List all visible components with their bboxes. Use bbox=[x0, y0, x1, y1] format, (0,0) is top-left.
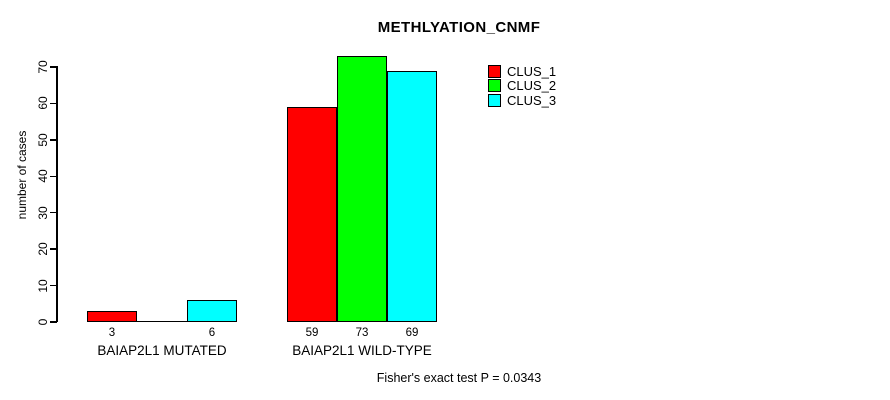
bar-clus_2 bbox=[337, 56, 387, 322]
y-tick-label: 50 bbox=[36, 133, 50, 147]
y-tick-label: 40 bbox=[36, 169, 50, 183]
y-tick-label: 20 bbox=[36, 242, 50, 256]
y-tick bbox=[50, 321, 57, 323]
legend-label: CLUS_1 bbox=[507, 63, 557, 79]
legend-label: CLUS_3 bbox=[507, 92, 557, 108]
y-tick bbox=[50, 102, 57, 105]
y-axis-line bbox=[56, 66, 58, 323]
y-tick bbox=[50, 248, 57, 250]
bar-value-label: 69 bbox=[405, 326, 419, 339]
legend-swatch bbox=[488, 64, 501, 78]
y-tick-label: 10 bbox=[36, 278, 50, 293]
bar-value-label: 73 bbox=[355, 326, 369, 339]
y-tick-label: 70 bbox=[36, 60, 50, 74]
y-tick-label: 30 bbox=[36, 206, 50, 220]
bar-value-label: 6 bbox=[208, 326, 216, 339]
y-tick-label: 60 bbox=[36, 96, 50, 111]
x-category-label: BAIAP2L1 WILD-TYPE bbox=[292, 343, 432, 358]
y-axis-label: number of cases bbox=[15, 130, 29, 220]
fisher-test-annotation: Fisher's exact test P = 0.0343 bbox=[376, 371, 542, 385]
legend-item: CLUS_2 bbox=[488, 78, 557, 94]
bar-clus_1 bbox=[87, 311, 137, 322]
y-tick bbox=[50, 139, 57, 141]
legend-label: CLUS_2 bbox=[507, 78, 557, 94]
legend-item: CLUS_3 bbox=[488, 92, 557, 108]
legend-swatch bbox=[488, 79, 501, 93]
bar-value-label: 3 bbox=[108, 326, 116, 339]
x-category-label: BAIAP2L1 MUTATED bbox=[97, 343, 227, 358]
legend-swatch bbox=[488, 93, 501, 107]
y-tick bbox=[50, 175, 57, 177]
y-tick bbox=[50, 284, 57, 287]
chart-title: METHLYATION_CNMF bbox=[377, 19, 541, 36]
bar-clus_3 bbox=[187, 300, 237, 322]
y-tick bbox=[50, 212, 57, 214]
bar-clus_3 bbox=[387, 70, 437, 322]
bar-clus_1 bbox=[287, 107, 337, 322]
y-tick bbox=[50, 66, 57, 68]
bar-zero-line bbox=[137, 320, 187, 322]
legend-item: CLUS_1 bbox=[488, 63, 557, 79]
bar-value-label: 59 bbox=[305, 326, 319, 339]
y-tick-label: 0 bbox=[36, 318, 50, 326]
